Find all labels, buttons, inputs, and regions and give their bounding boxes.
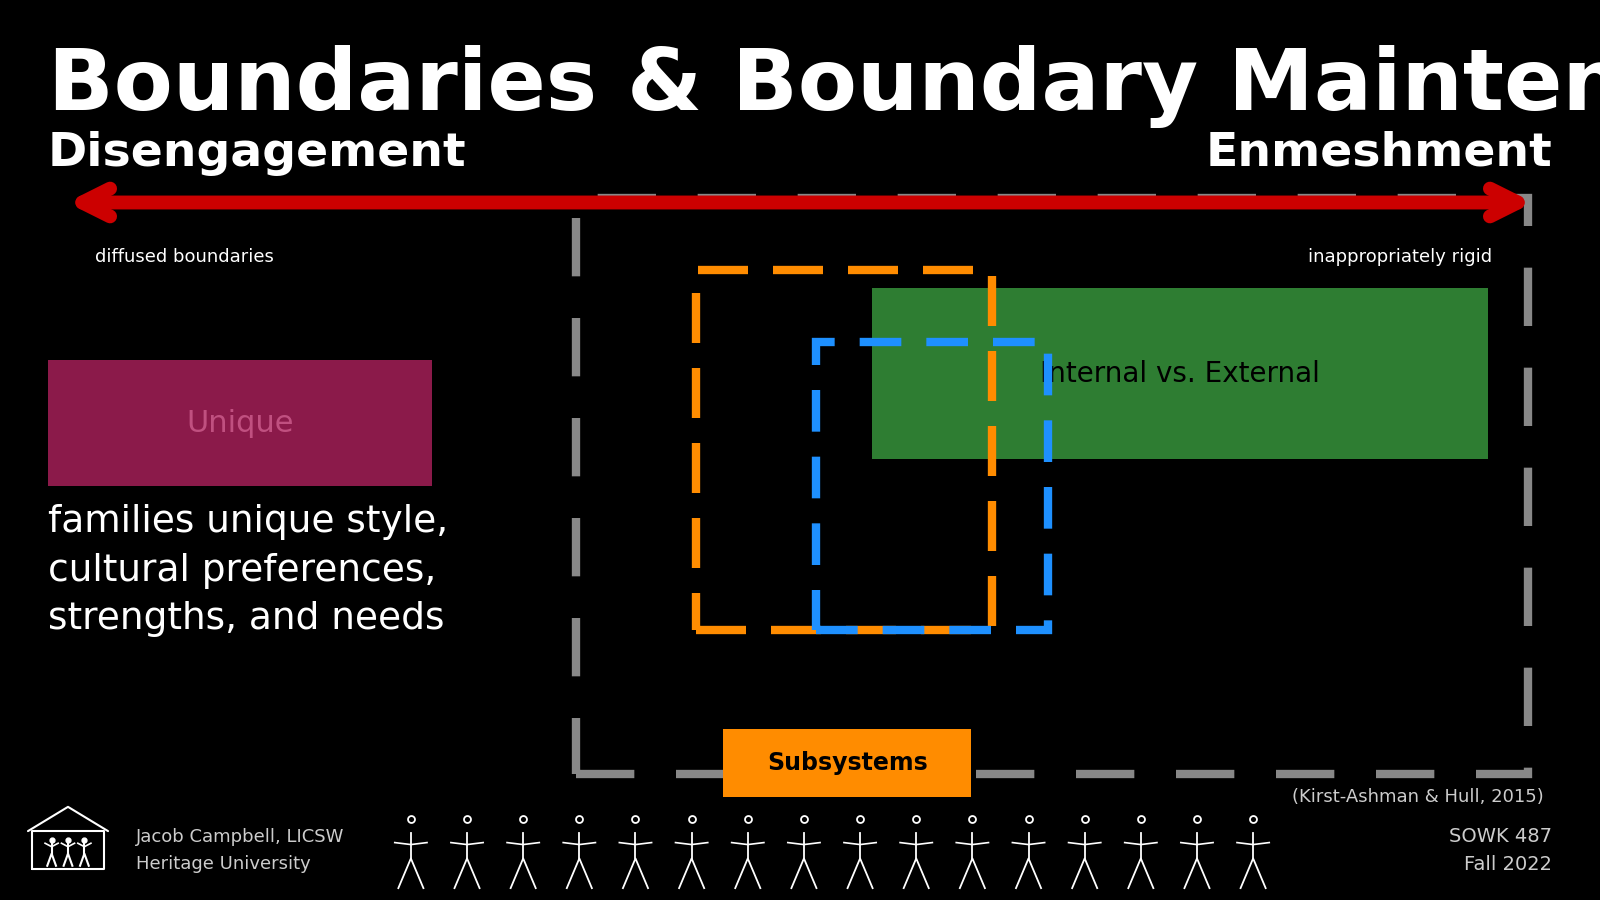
Text: diffused boundaries: diffused boundaries <box>94 248 274 266</box>
Text: families unique style,
cultural preferences,
strengths, and needs: families unique style, cultural preferen… <box>48 504 448 637</box>
Bar <box>696 270 992 630</box>
Text: Enmeshment: Enmeshment <box>1205 130 1552 176</box>
Bar <box>723 729 971 796</box>
Text: Internal vs. External: Internal vs. External <box>1040 359 1320 388</box>
Bar <box>48 360 432 486</box>
Text: SOWK 487
Fall 2022: SOWK 487 Fall 2022 <box>1450 827 1552 874</box>
Text: Disengagement: Disengagement <box>48 130 467 176</box>
Bar <box>576 198 1528 774</box>
Text: Boundaries & Boundary Maintenance: Boundaries & Boundary Maintenance <box>48 45 1600 128</box>
Text: Jacob Campbell, LICSW
Heritage University: Jacob Campbell, LICSW Heritage Universit… <box>136 828 344 873</box>
Text: Subsystems: Subsystems <box>766 751 928 775</box>
Text: (Kirst-Ashman & Hull, 2015): (Kirst-Ashman & Hull, 2015) <box>1293 788 1544 806</box>
Bar <box>816 342 1048 630</box>
Bar <box>872 288 1488 459</box>
Text: inappropriately rigid: inappropriately rigid <box>1307 248 1493 266</box>
Text: Unique: Unique <box>186 409 294 437</box>
